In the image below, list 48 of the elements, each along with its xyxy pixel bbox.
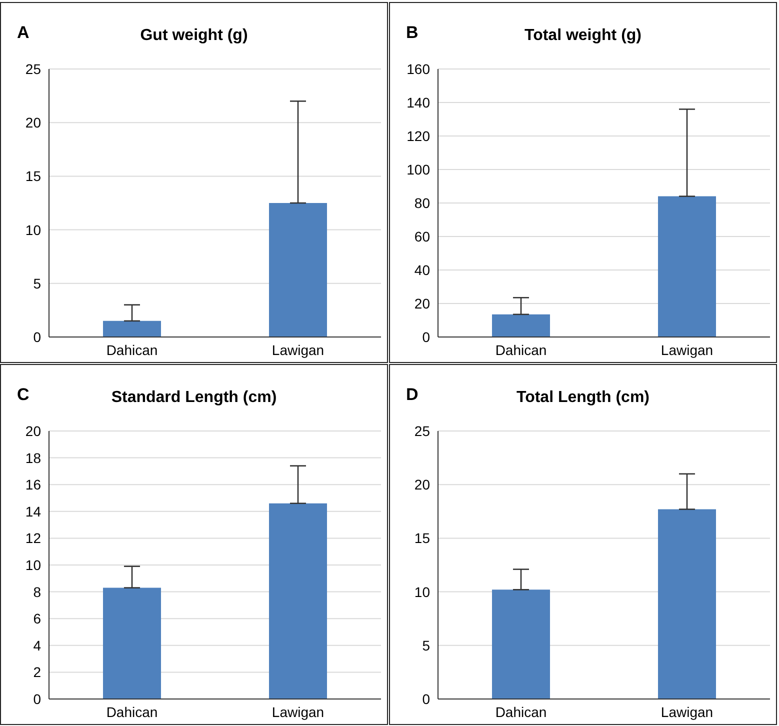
y-tick-label: 80 xyxy=(414,194,430,211)
y-tick-label: 10 xyxy=(414,584,430,600)
x-tick-label: Lawigan xyxy=(660,342,714,358)
text: C xyxy=(17,385,30,405)
y-tick-label: 15 xyxy=(414,530,430,546)
y-tick-label: 25 xyxy=(25,60,42,77)
y-tick-label: 60 xyxy=(414,228,430,244)
y-tick-label: 10 xyxy=(25,556,42,573)
y-tick-label: 20 xyxy=(25,422,42,439)
y-tick-label: 20 xyxy=(414,295,430,312)
y-tick-label: 160 xyxy=(406,60,430,77)
y-tick-label: 100 xyxy=(406,161,430,178)
y-tick-label: 5 xyxy=(33,275,42,292)
text: B xyxy=(406,23,418,43)
y-tick-label: 15 xyxy=(25,168,42,184)
y-tick-label: 120 xyxy=(406,128,430,144)
text: A xyxy=(17,23,30,43)
x-tick-label: Lawigan xyxy=(660,704,714,720)
y-tick-label: 20 xyxy=(25,114,42,131)
text: D xyxy=(406,385,418,405)
y-tick-label: 14 xyxy=(25,503,42,520)
y-tick-label: 0 xyxy=(33,328,42,345)
x-tick-label: Dahican xyxy=(106,342,158,358)
y-tick-label: 25 xyxy=(414,422,430,439)
y-tick-label: 40 xyxy=(414,262,430,278)
y-tick-label: 0 xyxy=(33,690,42,707)
chart-title: Standard Length (cm) xyxy=(111,389,277,406)
y-tick-label: 8 xyxy=(33,584,42,600)
chart-title: Total weight (g) xyxy=(524,27,642,44)
y-tick-label: 16 xyxy=(25,476,42,493)
x-tick-label: Lawigan xyxy=(272,342,324,358)
y-tick-label: 4 xyxy=(33,637,42,654)
y-tick-label: 6 xyxy=(33,610,42,627)
y-tick-label: 2 xyxy=(33,664,42,680)
y-tick-label: 10 xyxy=(25,222,42,238)
x-tick-label: Dahican xyxy=(495,704,547,720)
y-tick-label: 0 xyxy=(422,690,430,707)
x-tick-label: Dahican xyxy=(495,342,547,358)
y-tick-label: 18 xyxy=(25,450,42,466)
y-tick-label: 140 xyxy=(406,94,430,110)
y-tick-label: 0 xyxy=(422,328,430,345)
y-tick-label: 12 xyxy=(25,530,42,546)
chart-title: Total Length (cm) xyxy=(516,389,650,406)
y-tick-label: 5 xyxy=(422,637,430,654)
x-tick-label: Lawigan xyxy=(272,704,324,720)
y-tick-label: 20 xyxy=(414,476,430,493)
chart-title: Gut weight (g) xyxy=(140,27,248,44)
x-tick-label: Dahican xyxy=(106,704,158,720)
